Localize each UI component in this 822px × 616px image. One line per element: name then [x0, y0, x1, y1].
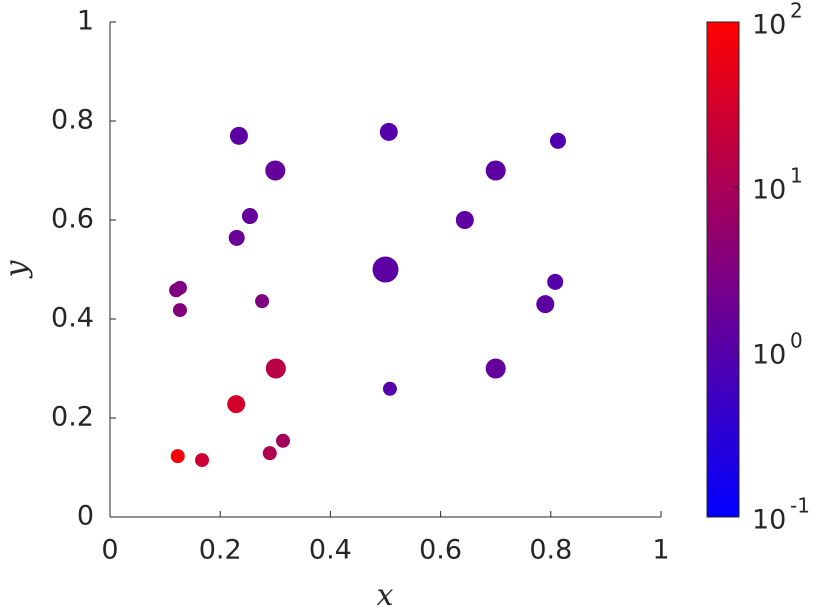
y-tick-label: 0.6: [51, 204, 94, 235]
colorbar-tick-exponent: -1: [790, 494, 810, 518]
point: [276, 433, 291, 448]
colorbar-tick-exponent: 1: [790, 164, 803, 188]
point: [485, 358, 506, 379]
x-tick-label: 0.2: [199, 535, 242, 566]
point: [172, 303, 187, 318]
point: [227, 395, 246, 414]
x-tick-label: 1: [652, 535, 669, 566]
y-tick-label: 0.8: [51, 105, 94, 136]
point: [382, 381, 397, 396]
point: [255, 294, 270, 309]
colorbar-tick-exponent: 2: [790, 0, 803, 23]
point: [195, 453, 210, 468]
x-tick-label: 0.4: [309, 535, 352, 566]
point: [455, 211, 474, 229]
colorbar-tick-label: 10: [752, 340, 786, 371]
point: [265, 358, 286, 379]
point: [229, 126, 248, 145]
colorbar: [706, 21, 740, 518]
point: [262, 446, 277, 461]
point: [241, 208, 258, 225]
point: [549, 132, 566, 149]
point: [485, 160, 506, 181]
y-tick-label: 0.2: [51, 402, 94, 433]
y-tick-label: 0: [77, 501, 94, 532]
x-tick-label: 0.6: [419, 535, 462, 566]
y-tick-label: 1: [77, 6, 94, 37]
colorbar-tick-label: 10: [752, 175, 786, 206]
point: [547, 273, 564, 290]
colorbar-tick-label: 10: [752, 10, 786, 41]
colorbar-tick-exponent: 0: [790, 329, 803, 353]
point: [265, 160, 286, 181]
y-axis-label: y: [0, 259, 34, 279]
point: [372, 256, 399, 283]
x-axis-label: x: [377, 578, 394, 612]
x-tick-label: 0: [101, 535, 118, 566]
point: [170, 449, 185, 464]
point: [228, 229, 245, 246]
colorbar-tick-label: 10: [752, 505, 786, 536]
point: [379, 122, 398, 141]
y-tick-label: 0.4: [51, 303, 94, 334]
x-tick-label: 0.8: [529, 535, 572, 566]
point: [536, 295, 555, 314]
point: [172, 280, 187, 295]
